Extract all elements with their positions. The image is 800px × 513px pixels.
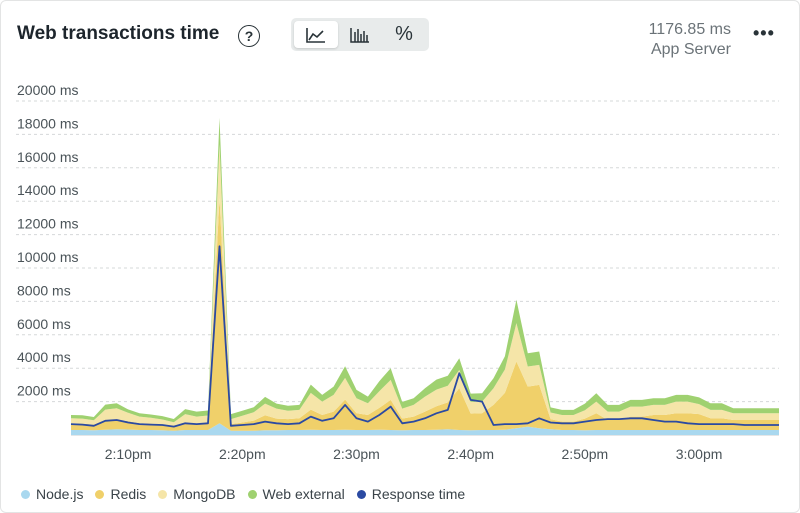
legend-swatch (95, 489, 105, 499)
y-tick-label: 18000 ms (17, 115, 78, 131)
area-chart-toggle-button[interactable] (294, 21, 338, 48)
summary-label: App Server (650, 41, 731, 58)
x-tick-label: 2:40pm (447, 446, 494, 462)
ellipsis-icon[interactable]: ••• (753, 23, 775, 43)
percent-toggle-button[interactable]: % (382, 21, 426, 48)
bar-chart-toggle-button[interactable] (338, 21, 382, 48)
x-tick-label: 2:10pm (105, 446, 152, 462)
legend-item[interactable]: Web external (247, 486, 345, 502)
area-chart-icon (306, 27, 325, 43)
legend-item[interactable]: Response time (356, 486, 466, 502)
question-circle-icon[interactable]: ? (238, 25, 260, 47)
chart-title: Web transactions time (17, 23, 220, 44)
bar-chart-icon (350, 27, 369, 43)
area-layer (71, 117, 779, 435)
legend-label: Web external (262, 486, 345, 502)
legend-label: Node.js (36, 486, 84, 502)
y-tick-label: 12000 ms (17, 216, 78, 232)
y-tick-label: 14000 ms (17, 182, 78, 198)
line-series-response-time (70, 245, 779, 428)
area-series-web-external (71, 117, 779, 423)
y-tick-label: 20000 ms (17, 82, 78, 98)
legend-item[interactable]: Node.js (21, 486, 83, 502)
legend-swatch (21, 489, 30, 499)
chart-type-toggle: % (291, 18, 429, 51)
x-tick-label: 2:20pm (219, 446, 266, 462)
legend-label: Response time (371, 486, 466, 502)
area-series-mongodb (71, 144, 779, 426)
grid-layer (16, 100, 779, 436)
y-tick-label: 6000 ms (17, 316, 71, 332)
area-series-node-js (71, 423, 779, 435)
line-layer (70, 245, 779, 428)
y-tick-label: 8000 ms (17, 282, 71, 298)
legend-swatch (247, 489, 257, 499)
x-tick-label: 3:00pm (676, 446, 723, 462)
y-tick-label: 2000 ms (17, 383, 71, 399)
legend-swatch (158, 489, 168, 499)
y-tick-label: 4000 ms (17, 349, 71, 365)
chart-plot: 2000 ms 4000 ms 6000 ms 8000 ms 10000 ms 1200… (16, 82, 779, 462)
y-tick-label: 10000 ms (17, 249, 78, 265)
legend-label: MongoDB (173, 486, 236, 502)
x-axis-labels: 2:10pm 2:20pm 2:30pm 2:40pm 2:50pm 3:00pm (105, 446, 723, 462)
y-tick-label: 16000 ms (17, 149, 78, 165)
summary-value: 1176.85 ms (648, 21, 731, 38)
x-tick-label: 2:50pm (562, 446, 609, 462)
y-axis-labels: 2000 ms 4000 ms 6000 ms 8000 ms 10000 ms 1200… (17, 82, 78, 399)
legend-swatch (356, 489, 366, 499)
chart-legend: Node.js Redis MongoDB Web external Response … (21, 486, 465, 502)
percent-icon: % (395, 23, 413, 45)
legend-label: Redis (110, 486, 147, 502)
x-tick-label: 2:30pm (333, 446, 380, 462)
legend-item[interactable]: Redis (95, 486, 146, 502)
legend-item[interactable]: MongoDB (158, 486, 236, 502)
